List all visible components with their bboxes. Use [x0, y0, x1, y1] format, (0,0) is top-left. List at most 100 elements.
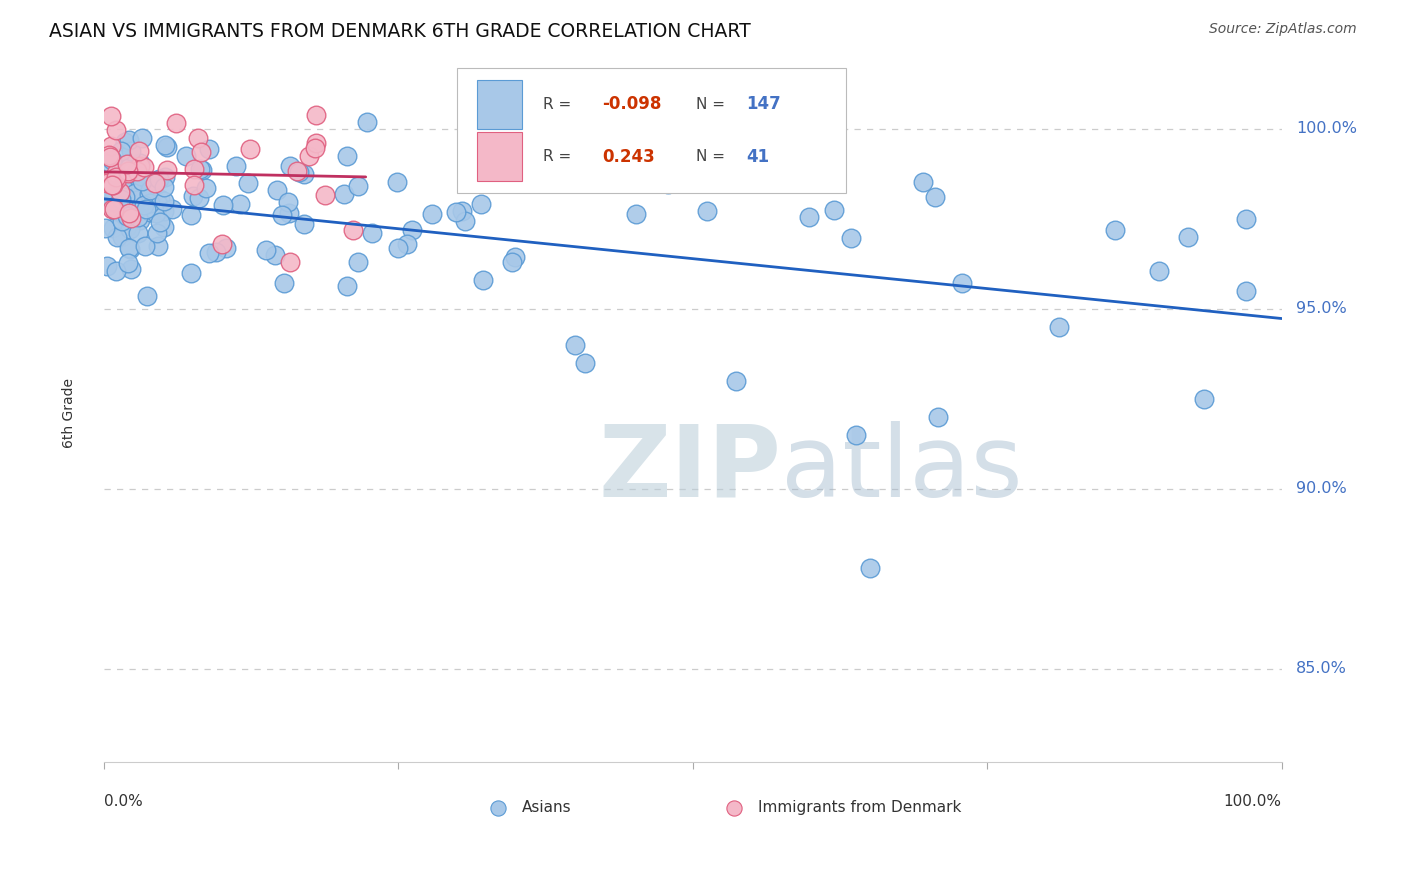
Point	[187, 131, 209, 145]
FancyBboxPatch shape	[477, 80, 522, 128]
Point	[114, 190, 136, 204]
Point	[152, 219, 174, 234]
Point	[1104, 223, 1126, 237]
Point	[131, 130, 153, 145]
Point	[183, 161, 205, 176]
Text: atlas: atlas	[782, 421, 1022, 517]
Point	[347, 255, 370, 269]
Point	[148, 172, 170, 186]
Point	[839, 230, 862, 244]
Point	[135, 202, 157, 217]
Point	[292, 167, 315, 181]
Point	[155, 169, 177, 184]
Point	[471, 273, 494, 287]
Point	[180, 266, 202, 280]
Point	[385, 175, 408, 189]
Point	[361, 227, 384, 241]
Point	[98, 150, 121, 164]
Point	[117, 179, 139, 194]
Point	[501, 255, 523, 269]
Point	[187, 190, 209, 204]
Text: 90.0%: 90.0%	[1296, 482, 1347, 496]
Point	[153, 204, 176, 219]
Point	[118, 133, 141, 147]
Point	[120, 166, 142, 180]
Point	[277, 195, 299, 210]
Point	[176, 149, 198, 163]
Point	[131, 182, 153, 196]
Point	[112, 180, 135, 194]
Point	[305, 108, 328, 122]
Point	[110, 192, 132, 206]
Point	[823, 202, 845, 217]
Point	[183, 178, 205, 193]
Point	[101, 194, 124, 209]
Point	[254, 243, 277, 257]
Point	[103, 194, 125, 209]
Text: N =: N =	[696, 149, 725, 164]
Point	[124, 181, 146, 195]
FancyBboxPatch shape	[457, 68, 846, 194]
Point	[420, 207, 443, 221]
Point	[127, 226, 149, 240]
Point	[105, 263, 128, 277]
Point	[107, 230, 129, 244]
Point	[924, 190, 946, 204]
Text: R =: R =	[543, 149, 571, 164]
Point	[1177, 230, 1199, 244]
Point	[127, 210, 149, 224]
Point	[396, 236, 419, 251]
Point	[105, 203, 128, 218]
Point	[132, 197, 155, 211]
Point	[298, 149, 321, 163]
Point	[100, 109, 122, 123]
Point	[110, 179, 132, 194]
Point	[797, 210, 820, 224]
Point	[98, 155, 121, 169]
Point	[118, 205, 141, 219]
Point	[624, 207, 647, 221]
Point	[263, 248, 285, 262]
Point	[285, 163, 308, 178]
Point	[387, 241, 409, 255]
Point	[280, 255, 302, 269]
Text: 0.243: 0.243	[602, 147, 655, 166]
Point	[342, 222, 364, 236]
Point	[96, 259, 118, 273]
Point	[114, 135, 136, 149]
Point	[120, 222, 142, 236]
Text: R =: R =	[543, 97, 576, 112]
Point	[198, 143, 221, 157]
Point	[100, 153, 122, 167]
Point	[128, 144, 150, 158]
Point	[97, 174, 120, 188]
Point	[336, 149, 359, 163]
Point	[356, 114, 378, 128]
Point	[125, 193, 148, 207]
Point	[127, 163, 149, 178]
Text: Source: ZipAtlas.com: Source: ZipAtlas.com	[1209, 22, 1357, 37]
Point	[111, 214, 134, 228]
Point	[120, 211, 142, 225]
Point	[117, 256, 139, 270]
Point	[138, 177, 160, 191]
Point	[288, 165, 311, 179]
Point	[111, 200, 134, 214]
Point	[333, 186, 356, 201]
Point	[1047, 319, 1070, 334]
Point	[139, 183, 162, 197]
Point	[134, 239, 156, 253]
Point	[180, 208, 202, 222]
Point	[1234, 284, 1257, 298]
Point	[117, 220, 139, 235]
Text: 95.0%: 95.0%	[1296, 301, 1347, 317]
Point	[98, 189, 121, 203]
Point	[104, 166, 127, 180]
Point	[138, 187, 160, 202]
Text: Asians: Asians	[522, 800, 572, 815]
Point	[1234, 212, 1257, 227]
Point	[148, 238, 170, 252]
Point	[239, 142, 262, 156]
Text: 0.0%: 0.0%	[104, 794, 142, 809]
Point	[153, 194, 176, 209]
